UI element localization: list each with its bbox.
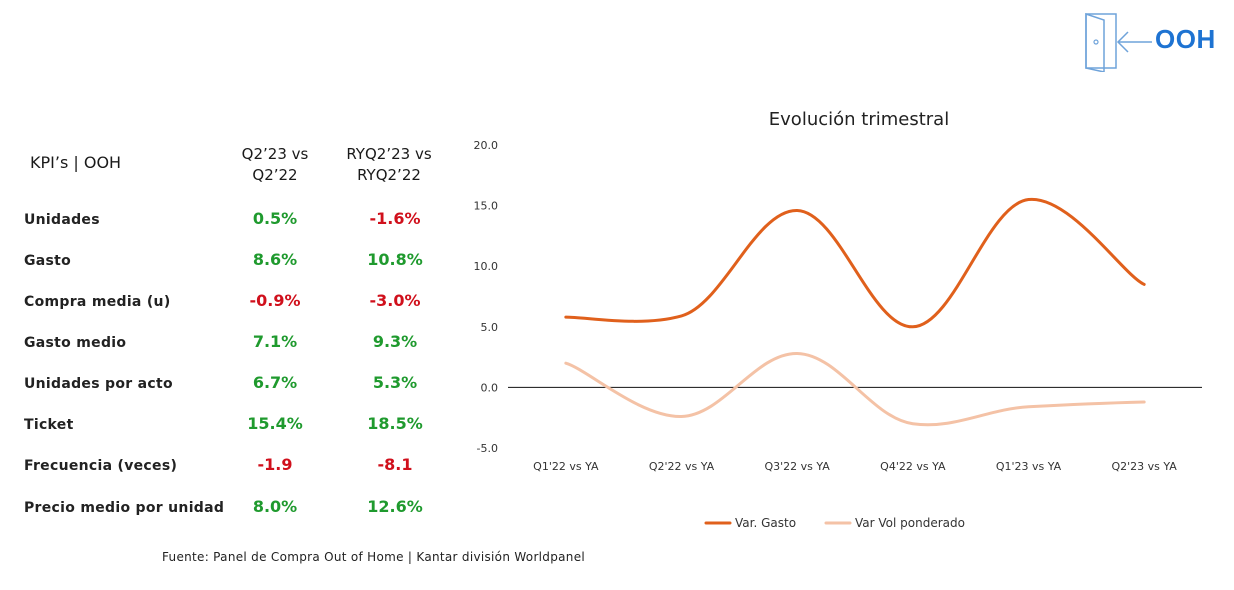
column-header-line: RYQ2’23 vs (346, 145, 432, 163)
column-header-quarter: Q2’23 vs Q2’22 (220, 144, 330, 186)
kpi-value-rolling-year: 18.5% (367, 414, 423, 433)
kpi-row: Unidades por acto 6.7% 5.3% (0, 373, 460, 397)
kpi-value-quarter: 0.5% (252, 209, 298, 228)
kpi-label: Frecuencia (veces) (24, 458, 178, 474)
kpi-row: Compra media (u) -0.9% -3.0% (0, 291, 460, 315)
column-header-line: Q2’22 (252, 166, 298, 184)
legend-label: Var Vol ponderado (855, 516, 965, 530)
y-tick-label: 15.0 (474, 200, 499, 213)
kpi-value-quarter: 7.1% (252, 332, 298, 351)
brand-logo: OOH (1084, 10, 1224, 73)
x-tick-label: Q3'22 vs YA (765, 460, 831, 473)
kpi-value-rolling-year: -3.0% (369, 291, 421, 310)
kpi-value-quarter: 6.7% (252, 373, 298, 392)
kpi-value-rolling-year: 9.3% (372, 332, 418, 351)
kpi-label: Ticket (24, 417, 74, 433)
y-tick-label: -5.0 (477, 442, 498, 455)
kpi-row: Precio medio por unidad 8.0% 12.6% (0, 497, 460, 521)
kpi-label: Unidades (24, 212, 100, 228)
door-exit-icon (1085, 12, 1152, 73)
y-tick-label: 0.0 (481, 381, 499, 394)
y-tick-label: 20.0 (474, 139, 499, 152)
y-tick-label: 5.0 (481, 321, 499, 334)
y-tick-label: 10.0 (474, 260, 499, 273)
chart-title: Evolución trimestral (769, 109, 949, 130)
legend-label: Var. Gasto (735, 516, 796, 530)
kpi-row: Ticket 15.4% 18.5% (0, 414, 460, 438)
kpi-value-quarter: -1.9 (257, 455, 293, 474)
kpi-row: Gasto medio 7.1% 9.3% (0, 332, 460, 356)
kpi-label: Compra media (u) (24, 294, 171, 310)
kpi-label: Unidades por acto (24, 376, 173, 392)
kpi-table-title: KPI’s | OOH (30, 153, 122, 172)
kpi-value-rolling-year: -1.6% (369, 209, 421, 228)
x-tick-label: Q4'22 vs YA (880, 460, 946, 473)
kpi-value-quarter: 8.6% (252, 250, 298, 269)
column-header-rolling-year: RYQ2’23 vs RYQ2’22 (334, 144, 444, 186)
kpi-value-quarter: 8.0% (252, 497, 298, 516)
kpi-value-rolling-year: -8.1 (377, 455, 413, 474)
kpi-row: Unidades 0.5% -1.6% (0, 209, 460, 233)
x-tick-label: Q1'22 vs YA (533, 460, 599, 473)
kpi-value-quarter: -0.9% (249, 291, 301, 310)
brand-text: OOH (1155, 24, 1216, 54)
series-line-1 (564, 351, 1146, 427)
column-header-line: Q2’23 vs (241, 145, 309, 163)
kpi-value-rolling-year: 10.8% (367, 250, 423, 269)
kpi-value-rolling-year: 5.3% (372, 373, 418, 392)
series-line-0 (564, 198, 1146, 329)
kpi-label: Precio medio por unidad (24, 500, 225, 516)
kpi-value-rolling-year: 12.6% (367, 497, 423, 516)
kpi-row: Frecuencia (veces) -1.9 -8.1 (0, 455, 460, 479)
chart-canvas: Evolución trimestral 20.0 15.0 10.0 5.0 0.0 -5… (474, 109, 1202, 530)
x-tick-label: Q2'23 vs YA (1112, 460, 1178, 473)
kpi-label: Gasto medio (24, 335, 127, 351)
kpi-table: KPI’s | OOH Q2’23 vs Q2’22 RYQ2’23 vs RY… (0, 0, 460, 540)
quarterly-line-chart: Evolución trimestral 20.0 15.0 10.0 5.0 0.0 -5… (460, 95, 1220, 545)
source-note: Fuente: Panel de Compra Out of Home | Ka… (162, 550, 586, 564)
x-tick-label: Q2'22 vs YA (649, 460, 715, 473)
kpi-row: Gasto 8.6% 10.8% (0, 250, 460, 274)
column-header-line: RYQ2’22 (357, 166, 421, 184)
kpi-label: Gasto (24, 253, 72, 269)
x-tick-label: Q1'23 vs YA (996, 460, 1062, 473)
kpi-value-quarter: 15.4% (247, 414, 303, 433)
